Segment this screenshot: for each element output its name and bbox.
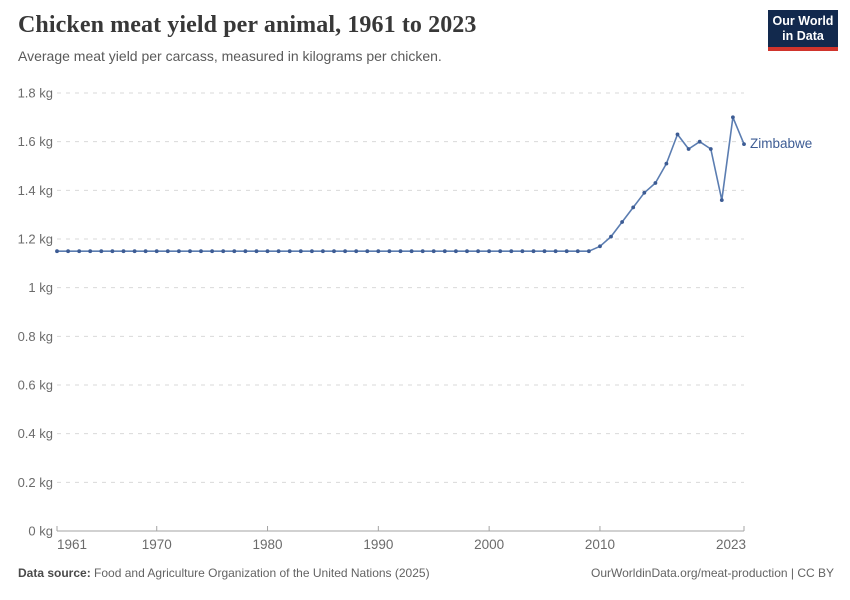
data-point bbox=[553, 249, 558, 254]
data-point bbox=[498, 249, 503, 254]
page-subtitle: Average meat yield per carcass, measured… bbox=[18, 48, 442, 64]
data-point bbox=[354, 249, 359, 254]
x-axis-tick-label: 2010 bbox=[585, 537, 615, 552]
data-point bbox=[387, 249, 392, 254]
data-point bbox=[542, 249, 547, 254]
data-point bbox=[587, 249, 591, 254]
data-point bbox=[310, 249, 314, 254]
data-point bbox=[321, 249, 325, 254]
data-point bbox=[564, 249, 569, 254]
data-point bbox=[221, 249, 226, 254]
data-point bbox=[132, 249, 137, 254]
data-point bbox=[653, 181, 658, 185]
y-axis-tick-label: 1.2 kg bbox=[18, 232, 53, 247]
data-point bbox=[121, 249, 126, 254]
y-axis-tick-label: 0.2 kg bbox=[18, 475, 53, 490]
data-point bbox=[520, 249, 525, 254]
data-point bbox=[232, 249, 237, 254]
series-label-zimbabwe: Zimbabwe bbox=[750, 136, 813, 151]
data-point bbox=[476, 249, 480, 254]
data-line bbox=[56, 116, 745, 252]
data-point bbox=[199, 249, 203, 254]
x-axis-tick-label: 1970 bbox=[142, 537, 172, 552]
y-axis-tick-label: 1.4 kg bbox=[18, 183, 53, 198]
x-axis-tick-label: 2023 bbox=[716, 537, 746, 552]
data-point bbox=[332, 249, 336, 254]
data-point bbox=[742, 142, 746, 147]
x-axis-tick-label: 2000 bbox=[474, 537, 504, 552]
data-point bbox=[731, 115, 735, 120]
data-point bbox=[287, 249, 292, 254]
data-point bbox=[598, 244, 602, 249]
data-point bbox=[66, 249, 70, 254]
data-point bbox=[631, 205, 636, 210]
data-point bbox=[487, 249, 491, 254]
data-point bbox=[188, 249, 192, 254]
data-point bbox=[99, 249, 104, 254]
data-point bbox=[454, 249, 458, 254]
data-point bbox=[243, 249, 248, 254]
data-point bbox=[365, 249, 370, 254]
data-point bbox=[620, 220, 624, 224]
data-point bbox=[110, 249, 115, 254]
data-point bbox=[575, 249, 580, 254]
data-point bbox=[442, 249, 447, 254]
data-point bbox=[343, 249, 347, 254]
owid-logo-red-bar bbox=[768, 47, 838, 51]
data-point bbox=[88, 249, 93, 254]
data-point bbox=[77, 249, 82, 254]
data-point bbox=[143, 249, 148, 254]
data-point bbox=[465, 249, 469, 254]
data-point bbox=[609, 234, 613, 239]
data-point bbox=[431, 249, 436, 254]
x-axis-tick-label: 1980 bbox=[253, 537, 283, 552]
data-point bbox=[675, 132, 680, 137]
data-point bbox=[298, 249, 303, 254]
data-point bbox=[210, 249, 215, 254]
data-source-text: Food and Agriculture Organization of the… bbox=[94, 566, 430, 580]
owid-logo-box: Our World in Data bbox=[768, 10, 838, 47]
chart-footer: Data source: Food and Agriculture Organi… bbox=[18, 566, 834, 580]
data-point bbox=[531, 249, 536, 254]
data-point bbox=[177, 249, 181, 254]
x-axis-tick-label: 1961 bbox=[57, 537, 87, 552]
data-point bbox=[420, 249, 425, 254]
data-point bbox=[165, 249, 170, 254]
data-point bbox=[708, 147, 713, 151]
data-point bbox=[409, 249, 414, 254]
data-point bbox=[376, 249, 381, 254]
data-point bbox=[509, 249, 514, 254]
data-point bbox=[265, 249, 270, 254]
y-axis-tick-label: 0 kg bbox=[28, 524, 53, 539]
data-point bbox=[686, 147, 691, 151]
x-axis-tick-label: 1990 bbox=[363, 537, 393, 552]
y-axis-tick-label: 0.4 kg bbox=[18, 426, 53, 441]
y-axis-tick-label: 0.6 kg bbox=[18, 378, 53, 393]
owid-logo-line1: Our World bbox=[772, 14, 834, 28]
owid-logo: Our World in Data bbox=[768, 10, 838, 51]
y-axis-tick-label: 1 kg bbox=[28, 280, 53, 295]
data-point bbox=[154, 249, 159, 254]
data-source-note: Data source: Food and Agriculture Organi… bbox=[18, 566, 430, 580]
data-point bbox=[254, 249, 259, 254]
data-source-label: Data source: bbox=[18, 566, 91, 580]
data-point bbox=[664, 161, 669, 166]
data-point bbox=[642, 190, 647, 195]
data-point bbox=[697, 139, 702, 144]
data-point bbox=[398, 249, 403, 254]
owid-logo-line2: in Data bbox=[782, 29, 824, 43]
y-axis-tick-label: 1.6 kg bbox=[18, 134, 53, 149]
page-title: Chicken meat yield per animal, 1961 to 2… bbox=[18, 12, 477, 38]
data-point bbox=[276, 249, 281, 254]
y-axis-tick-label: 1.8 kg bbox=[18, 86, 53, 101]
data-point bbox=[719, 198, 724, 203]
y-axis-tick-label: 0.8 kg bbox=[18, 329, 53, 344]
data-point bbox=[55, 249, 59, 254]
attribution-note: OurWorldinData.org/meat-production | CC … bbox=[591, 566, 834, 580]
